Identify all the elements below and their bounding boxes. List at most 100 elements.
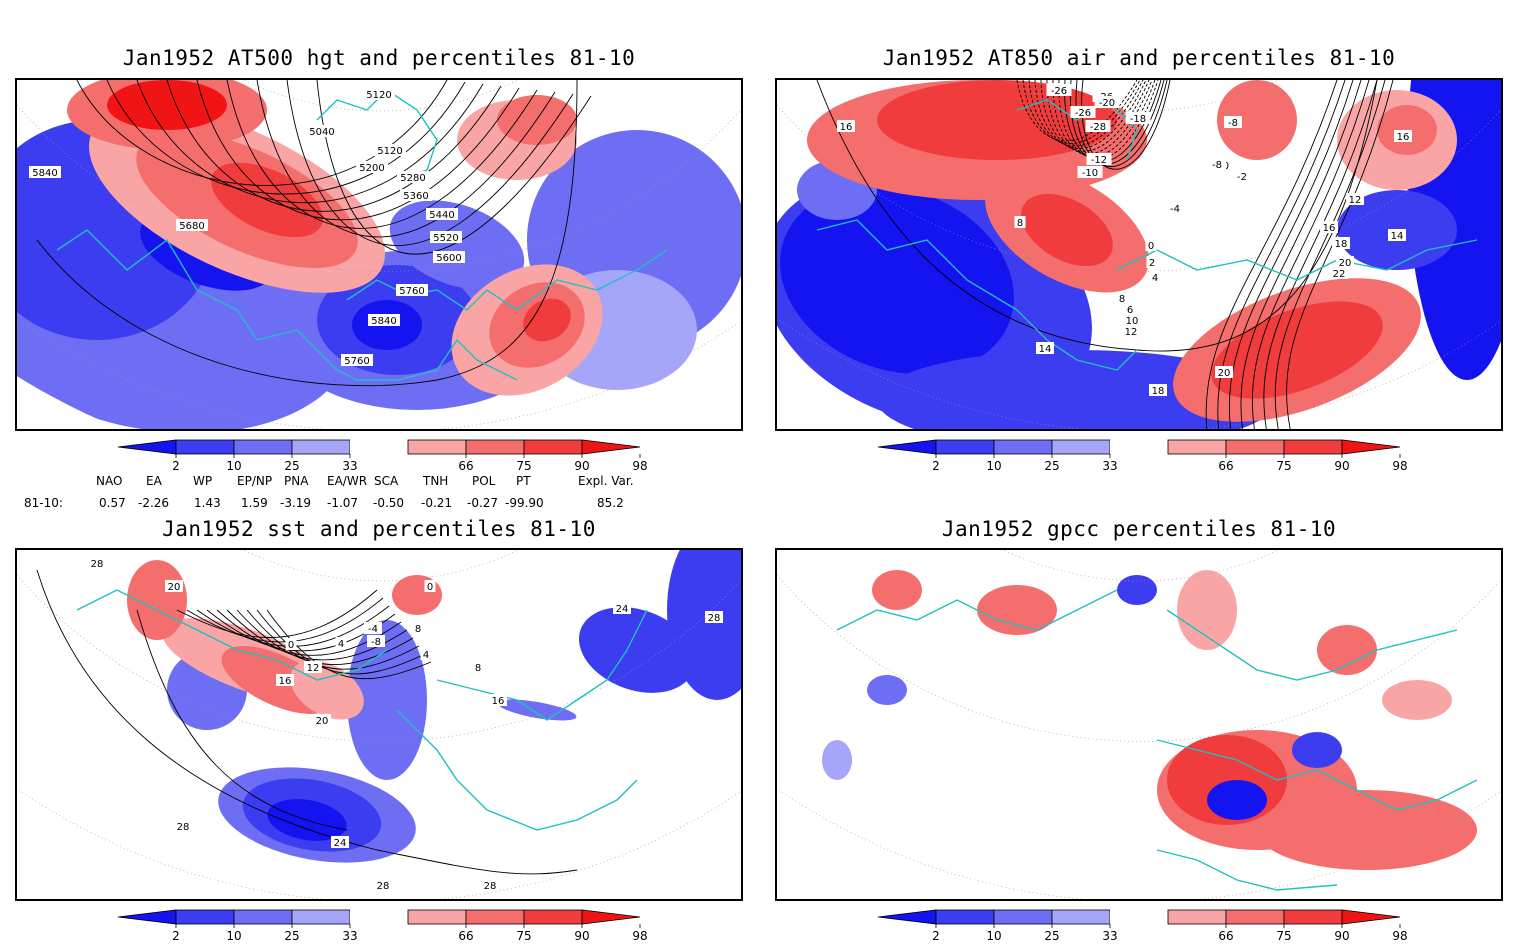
contour-label: 5120 bbox=[363, 88, 395, 101]
tc-value-sca: -0.50 bbox=[373, 496, 405, 510]
contour-label: -8 bbox=[1224, 116, 1242, 129]
svg-text:4: 4 bbox=[423, 650, 429, 661]
svg-text:8: 8 bbox=[475, 663, 481, 674]
contour-label: 5840 bbox=[29, 166, 61, 179]
svg-text:16: 16 bbox=[1397, 132, 1410, 143]
svg-text:5040: 5040 bbox=[309, 127, 334, 138]
svg-text:-10: -10 bbox=[1082, 168, 1098, 179]
svg-text:28: 28 bbox=[91, 559, 104, 570]
colorbar-tick-label: 66 bbox=[458, 459, 473, 473]
contour-label: -2 bbox=[1233, 170, 1251, 183]
colorbar-tick-label: 75 bbox=[516, 929, 531, 943]
svg-text:5840: 5840 bbox=[32, 168, 57, 179]
colorbar-tick-label: 25 bbox=[1044, 929, 1059, 943]
svg-text:16: 16 bbox=[1323, 223, 1336, 234]
colorbar-gpcc: 2 10 25 33 66 75 90 98 bbox=[878, 908, 1438, 948]
contour-label: 0 bbox=[285, 638, 297, 651]
contour-label: 5280 bbox=[397, 171, 429, 184]
colorbar-tick-label: 2 bbox=[932, 929, 940, 943]
colorbar-tick-label: 2 bbox=[172, 459, 180, 473]
map-sst: 28 20 0 -4 -8 4 8 12 16 20 16 24 28 28 24 28 28 0 4 8 bbox=[17, 550, 741, 899]
tc-value-wp: 1.43 bbox=[194, 496, 221, 510]
svg-text:-4: -4 bbox=[1170, 204, 1180, 215]
contour-label: 12 bbox=[1122, 325, 1140, 338]
map-panel-hgt: 5120 5040 5120 5200 5280 5360 5440 5520 5600 5680… bbox=[15, 78, 743, 431]
tc-header-pol: POL bbox=[472, 474, 496, 488]
svg-text:16: 16 bbox=[492, 696, 505, 707]
contour-label: 5840 bbox=[368, 314, 400, 327]
colorbar-tick-label: 98 bbox=[632, 459, 647, 473]
colorbar-tick-label: 66 bbox=[458, 929, 473, 943]
contour-label: 12 bbox=[304, 661, 322, 674]
map-gpcc bbox=[777, 550, 1501, 899]
svg-text:5360: 5360 bbox=[403, 191, 428, 202]
svg-text:5280: 5280 bbox=[400, 173, 425, 184]
colorbar-tick-label: 75 bbox=[516, 459, 531, 473]
tc-header-pna: PNA bbox=[284, 474, 309, 488]
contour-label: 16 bbox=[489, 694, 507, 707]
colorbar-tick-label: 98 bbox=[1392, 929, 1407, 943]
contour-label: 16 bbox=[837, 120, 855, 133]
tc-value-ea: -2.26 bbox=[138, 496, 170, 510]
contour-label: 14 bbox=[1388, 229, 1406, 242]
colorbar-tick-label: 33 bbox=[342, 929, 357, 943]
contour-label: 20 bbox=[1336, 256, 1354, 269]
svg-text:5200: 5200 bbox=[359, 163, 384, 174]
contour-label: 28 bbox=[88, 557, 106, 570]
tc-value-eawr: -1.07 bbox=[327, 496, 359, 510]
contour-label: -28 bbox=[1085, 120, 1111, 133]
contour-label: 5360 bbox=[400, 189, 432, 202]
contour-label: 16 bbox=[1320, 221, 1338, 234]
contour-label: -26 bbox=[1046, 84, 1072, 97]
colorbar-tick-label: 25 bbox=[284, 929, 299, 943]
contour-label: 0 bbox=[1145, 239, 1157, 252]
contour-label: -4 bbox=[1166, 202, 1184, 215]
svg-text:5760: 5760 bbox=[399, 286, 424, 297]
colorbar-tick-label: 10 bbox=[226, 929, 241, 943]
svg-text:8: 8 bbox=[1017, 218, 1023, 229]
contour-label: 12 bbox=[1346, 193, 1364, 206]
svg-text:-12: -12 bbox=[1091, 155, 1107, 166]
contour-label: 10 bbox=[1123, 314, 1141, 327]
contour-label: 5680 bbox=[176, 219, 208, 232]
svg-text:24: 24 bbox=[334, 838, 347, 849]
svg-text:28: 28 bbox=[484, 881, 497, 892]
contour-label: 4 bbox=[1149, 271, 1161, 284]
svg-text:-8: -8 bbox=[371, 637, 381, 648]
contour-label: 5760 bbox=[341, 354, 373, 367]
svg-text:0: 0 bbox=[288, 640, 294, 651]
svg-text:0: 0 bbox=[1148, 241, 1154, 252]
contour-label: 24 bbox=[331, 836, 349, 849]
panel-title-air: Jan1952 AT850 air and percentiles 81-10 bbox=[882, 46, 1396, 70]
svg-text:5120: 5120 bbox=[377, 146, 402, 157]
svg-text:-2: -2 bbox=[1237, 172, 1247, 183]
svg-text:5680: 5680 bbox=[179, 221, 204, 232]
contour-label: 5040 bbox=[306, 125, 338, 138]
contour-label: 8 bbox=[412, 622, 424, 635]
contour-label: -10 bbox=[1077, 166, 1103, 179]
svg-text:6: 6 bbox=[1127, 305, 1133, 316]
colorbar-hgt: 2 10 25 33 66 75 90 98 bbox=[118, 438, 678, 478]
contour-label: 5760 bbox=[396, 284, 428, 297]
svg-text:8: 8 bbox=[415, 624, 421, 635]
contour-label: 20 bbox=[1215, 366, 1233, 379]
contour-label: 16 bbox=[1394, 130, 1412, 143]
colorbar-tick-label: 75 bbox=[1276, 459, 1291, 473]
colorbar-tick-label: 33 bbox=[342, 459, 357, 473]
tc-header-ea: EA bbox=[146, 474, 162, 488]
tc-value-pna: -3.19 bbox=[280, 496, 312, 510]
svg-text:16: 16 bbox=[279, 676, 292, 687]
contour-label: 0 bbox=[424, 580, 436, 593]
contour-label: -20 bbox=[1094, 96, 1120, 109]
colorbar-tick-label: 25 bbox=[284, 459, 299, 473]
contour-label: 5600 bbox=[433, 251, 465, 264]
colorbar-tick-label: 66 bbox=[1218, 929, 1233, 943]
svg-text:20: 20 bbox=[1218, 368, 1231, 379]
contour-label: 5440 bbox=[426, 208, 458, 221]
contour-label: -8 bbox=[1208, 158, 1226, 171]
colorbar-tick-label: 90 bbox=[574, 459, 589, 473]
svg-text:18: 18 bbox=[1152, 386, 1165, 397]
tc-header-explvar: Expl. Var. bbox=[578, 474, 634, 488]
contour-label: -8 bbox=[367, 635, 385, 648]
tc-value-pt: -99.90 bbox=[505, 496, 544, 510]
